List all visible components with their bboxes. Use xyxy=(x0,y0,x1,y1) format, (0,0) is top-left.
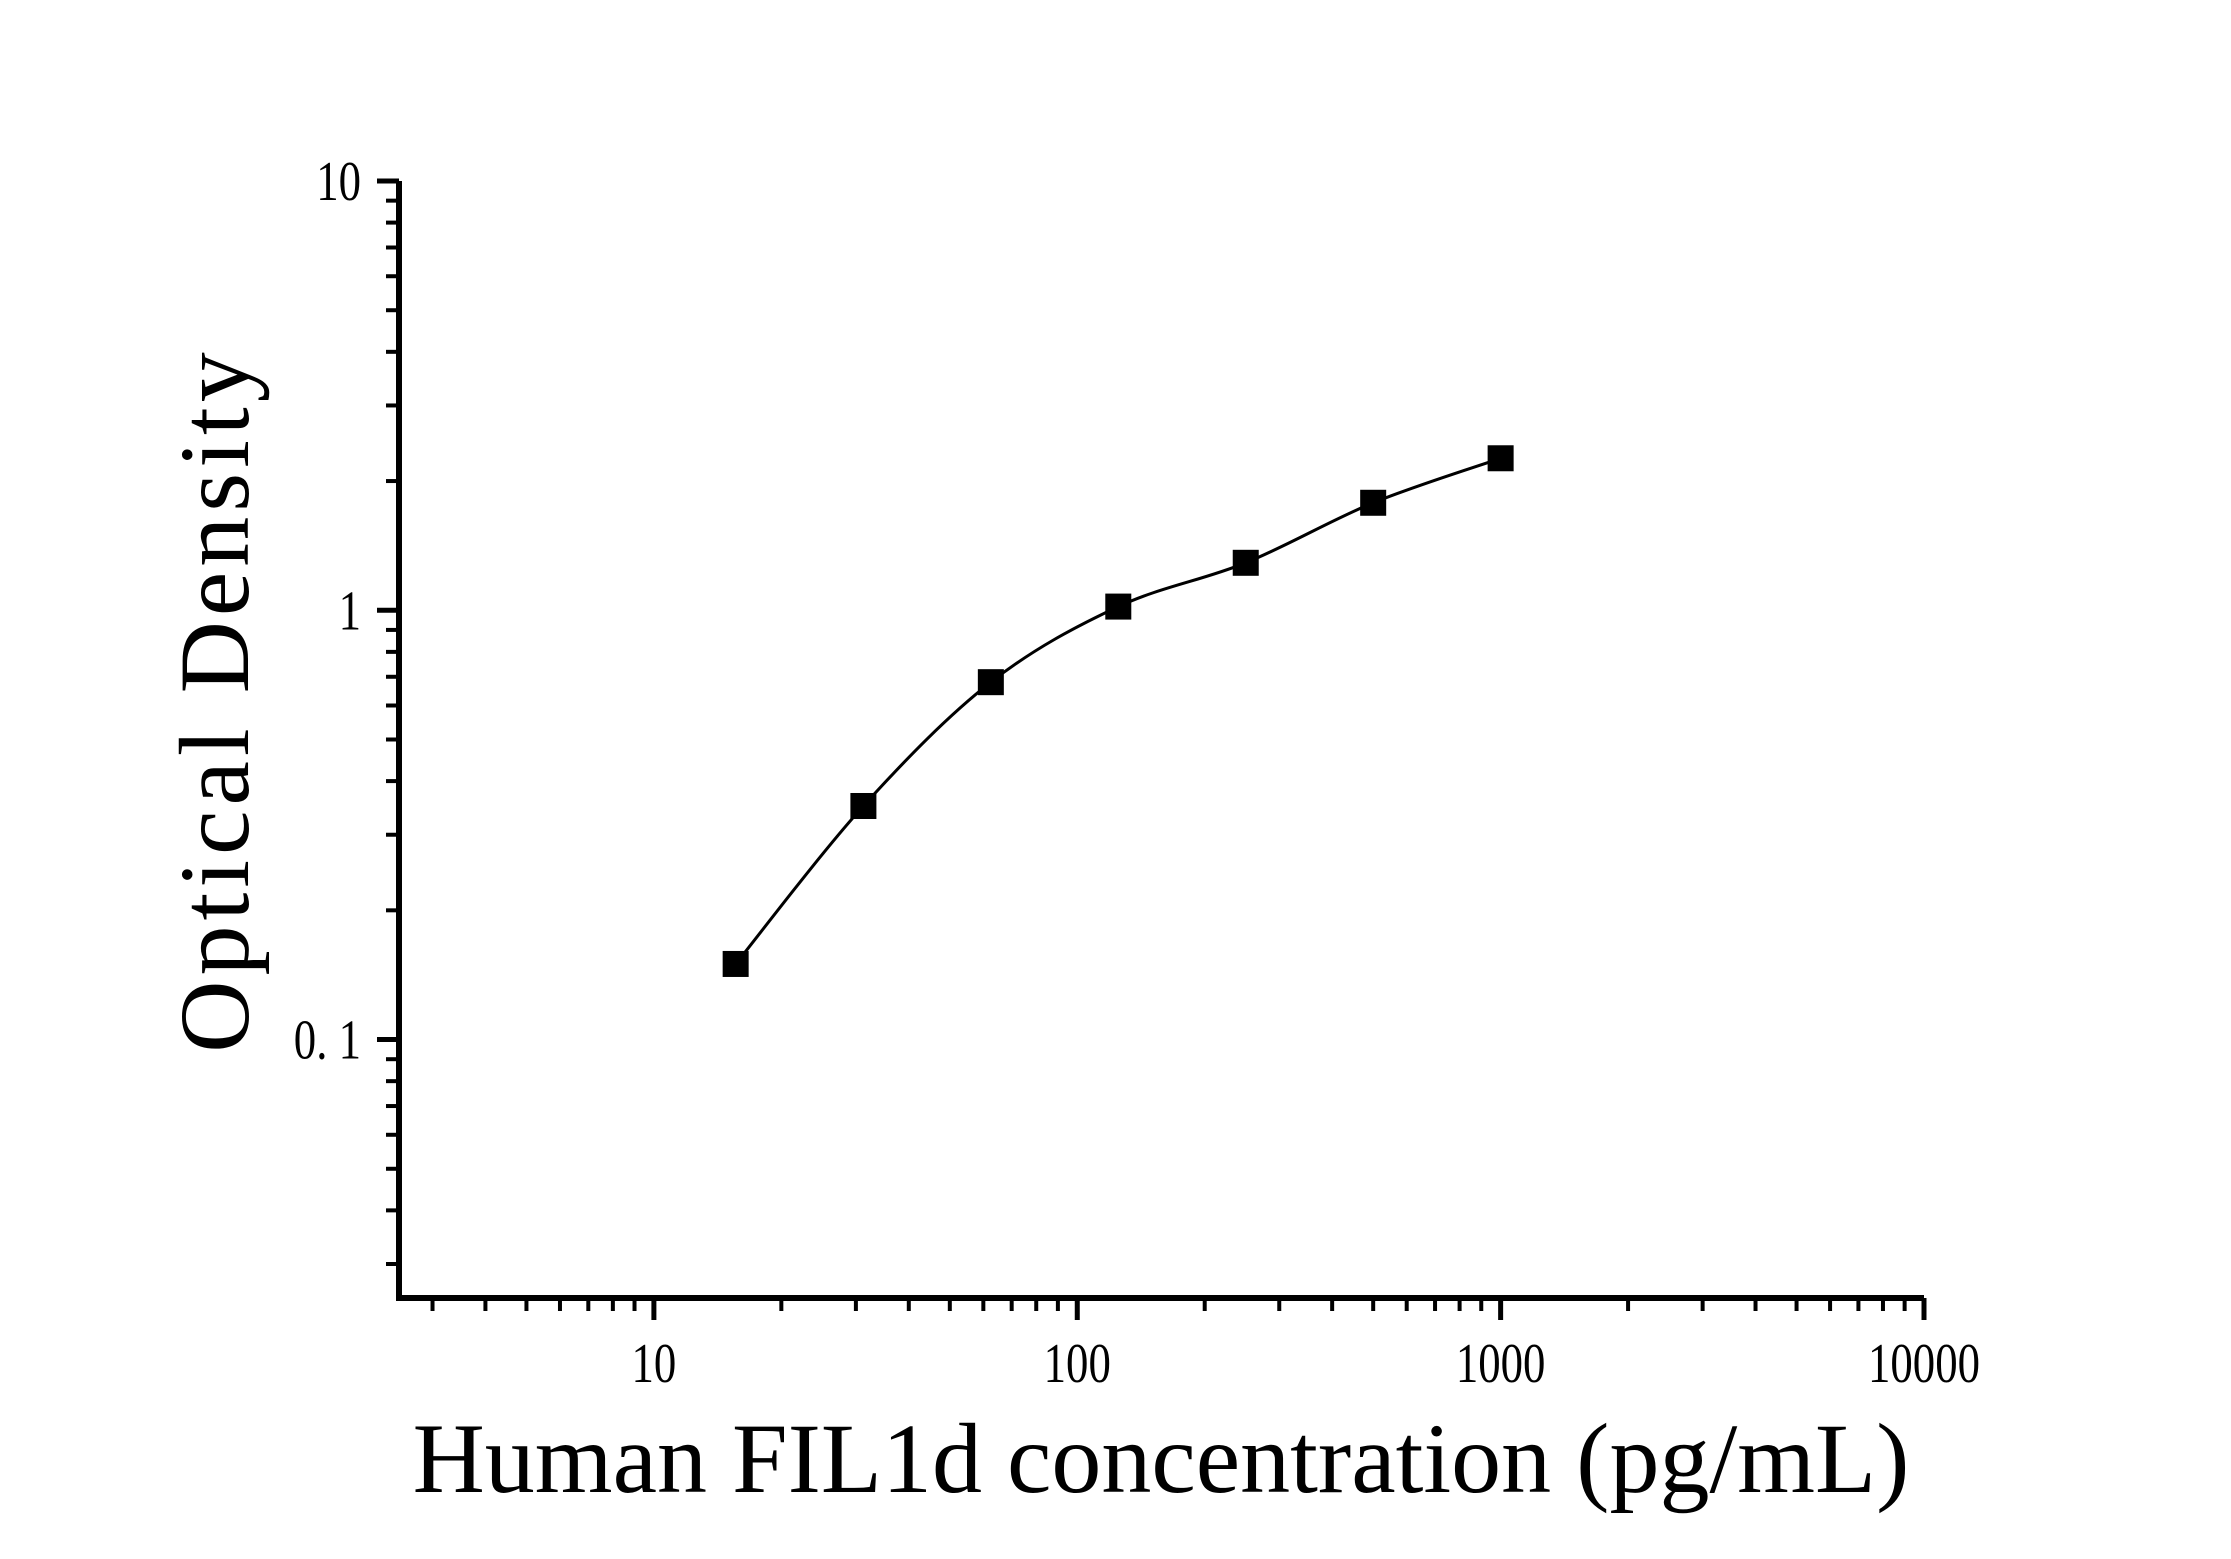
data-point-marker xyxy=(1105,593,1132,620)
y-tick-label: 10 xyxy=(316,150,361,212)
data-point-marker xyxy=(1232,549,1259,576)
x-tick-label: 10000 xyxy=(1868,1332,1980,1394)
x-axis-title: Human FIL1d concentration (pg/mL) xyxy=(413,1403,1910,1514)
y-axis-title: Optical Density xyxy=(159,347,270,1052)
x-tick-label: 100 xyxy=(1044,1332,1111,1394)
plot-area: 10 100 1000 10000 10 1 0. 1 xyxy=(294,150,1980,1394)
data-point-marker xyxy=(722,950,749,977)
data-point-marker xyxy=(1360,489,1387,516)
data-point-marker xyxy=(850,792,877,819)
data-point-marker xyxy=(1487,445,1514,472)
x-tick-label: 10 xyxy=(631,1332,676,1394)
y-tick-label: 1 xyxy=(339,580,361,642)
fit-curve xyxy=(734,456,1502,965)
data-point-marker xyxy=(977,669,1004,696)
y-tick-label: 0. 1 xyxy=(294,1009,361,1071)
x-tick-label: 1000 xyxy=(1456,1332,1546,1394)
